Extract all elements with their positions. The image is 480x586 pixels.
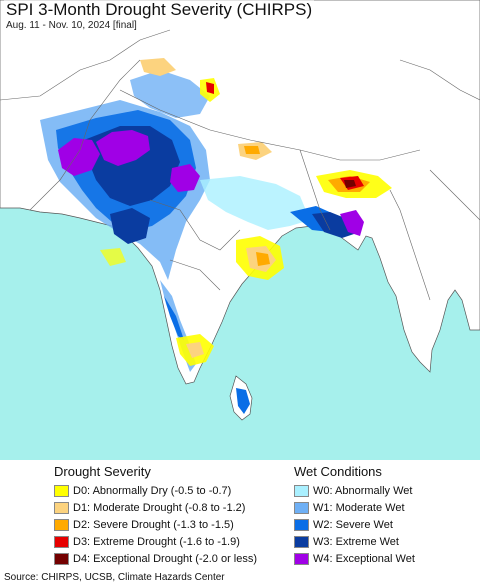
swatch-w4 [294, 552, 309, 565]
legend-item-d4: D4: Exceptional Drought (-2.0 or less) [54, 550, 257, 567]
source-credit: Source: CHIRPS, UCSB, Climate Hazards Ce… [4, 572, 225, 583]
legend-label-d1: D1: Moderate Drought (-0.8 to -1.2) [73, 501, 246, 514]
swatch-w3 [294, 535, 309, 548]
map-date-range: Aug. 11 - Nov. 10, 2024 [final] [6, 20, 137, 31]
swatch-w1 [294, 501, 309, 514]
legend-label-w4: W4: Exceptional Wet [313, 552, 415, 565]
swatch-d3 [54, 535, 69, 548]
swatch-d1 [54, 501, 69, 514]
legend-item-w1: W1: Moderate Wet [294, 499, 415, 516]
drought-legend: Drought Severity D0: Abnormally Dry (-0.… [54, 464, 257, 567]
swatch-w2 [294, 518, 309, 531]
border-lines [0, 29, 480, 301]
exceptional-wet-regions [58, 130, 364, 236]
swatch-d0 [54, 484, 69, 497]
legend-item-w3: W3: Extreme Wet [294, 533, 415, 550]
legend-item-d1: D1: Moderate Drought (-0.8 to -1.2) [54, 499, 257, 516]
legend-item-d0: D0: Abnormally Dry (-0.5 to -0.7) [54, 482, 257, 499]
legend-label-d4: D4: Exceptional Drought (-2.0 or less) [73, 552, 258, 565]
legend-label-w3: W3: Extreme Wet [313, 535, 399, 548]
wet-legend-heading: Wet Conditions [294, 464, 382, 479]
legend-label-w1: W1: Moderate Wet [313, 501, 405, 514]
swatch-d2 [54, 518, 69, 531]
legend: Drought Severity D0: Abnormally Dry (-0.… [0, 460, 480, 568]
legend-label-d0: D0: Abnormally Dry (-0.5 to -0.7) [73, 484, 232, 497]
map-title: SPI 3-Month Drought Severity (CHIRPS) [4, 0, 315, 20]
legend-item-d2: D2: Severe Drought (-1.3 to -1.5) [54, 516, 257, 533]
legend-label-d3: D3: Extreme Drought (-1.6 to -1.9) [73, 535, 240, 548]
map-canvas [0, 0, 480, 460]
legend-item-w4: W4: Exceptional Wet [294, 550, 415, 567]
wet-legend: Wet Conditions W0: Abnormally Wet W1: Mo… [294, 464, 415, 567]
swatch-w0 [294, 484, 309, 497]
legend-item-d3: D3: Extreme Drought (-1.6 to -1.9) [54, 533, 257, 550]
drought-legend-heading: Drought Severity [54, 464, 151, 479]
legend-label-w2: W2: Severe Wet [313, 518, 393, 531]
legend-label-d2: D2: Severe Drought (-1.3 to -1.5) [73, 518, 234, 531]
drought-regions [100, 58, 392, 366]
legend-label-w0: W0: Abnormally Wet [313, 484, 413, 497]
legend-item-w2: W2: Severe Wet [294, 516, 415, 533]
drought-map [0, 0, 480, 460]
swatch-d4 [54, 552, 69, 565]
legend-item-w0: W0: Abnormally Wet [294, 482, 415, 499]
